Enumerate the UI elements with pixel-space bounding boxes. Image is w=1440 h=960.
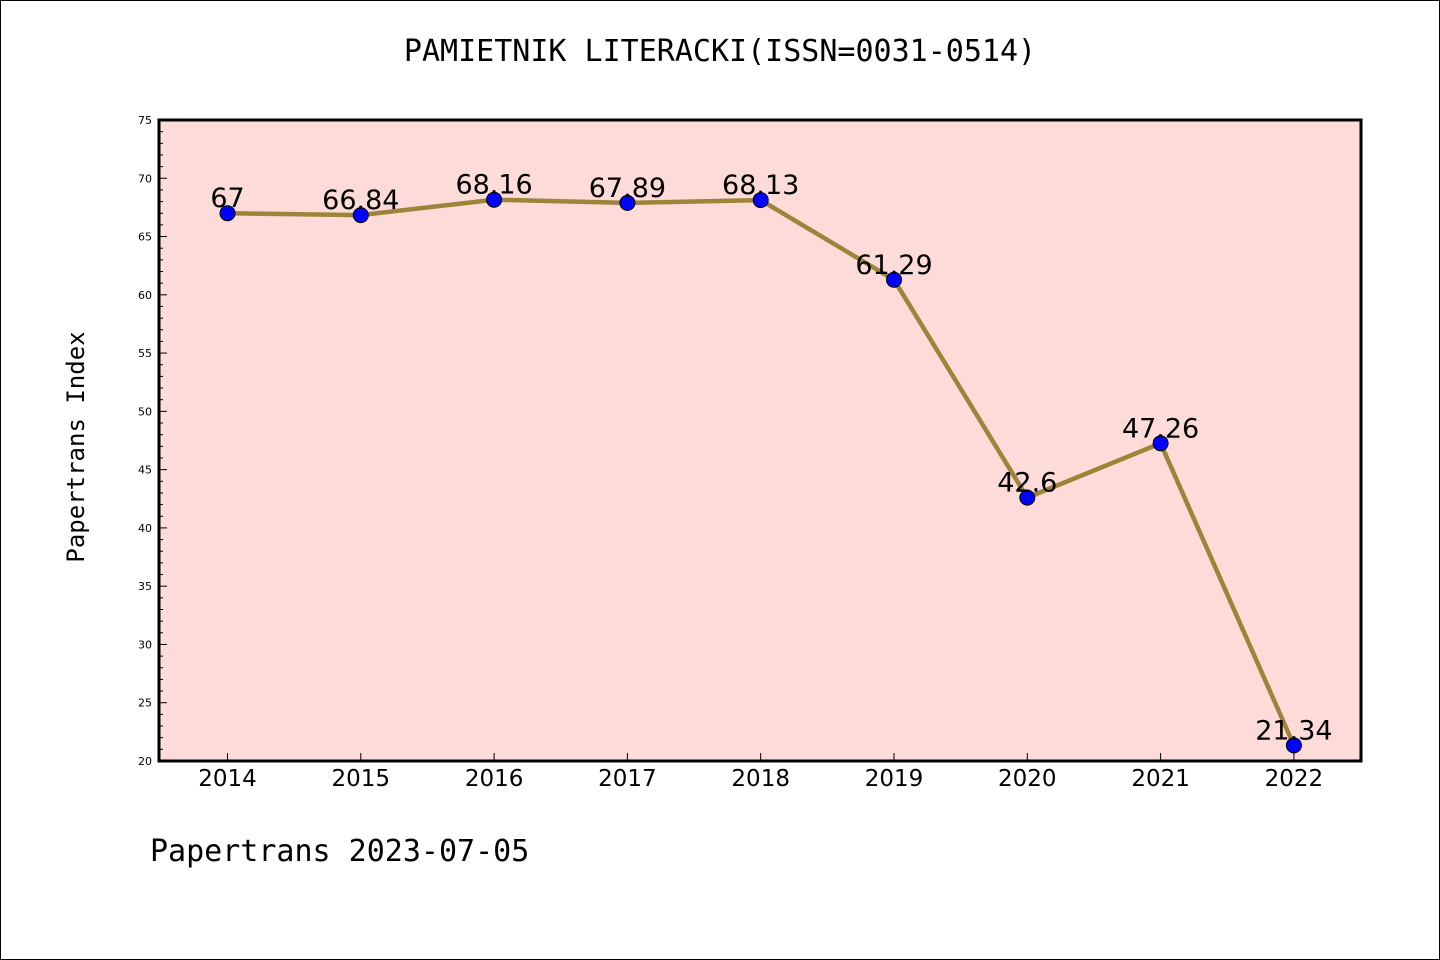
y-tick-label: 65 — [138, 231, 152, 244]
y-tick-label: 40 — [138, 522, 152, 535]
x-tick-label: 2021 — [1131, 766, 1190, 792]
y-tick-label: 60 — [138, 289, 152, 302]
data-label: 21.34 — [1255, 715, 1332, 746]
data-point — [1019, 489, 1036, 506]
data-label: 66.84 — [322, 185, 399, 216]
y-tick-label: 70 — [138, 172, 152, 185]
data-labels: 67 66.84 68.16 67.89 68.13 61.29 42.6 47.26 21.3… — [210, 170, 1332, 747]
y-tick-label: 45 — [138, 464, 152, 477]
data-points — [219, 191, 1302, 754]
y-tick-label: 25 — [138, 697, 152, 710]
chart-title: PAMIETNIK LITERACKI(ISSN=0031-0514) — [403, 34, 1037, 69]
data-label: 61.29 — [855, 250, 932, 281]
data-point — [486, 191, 503, 208]
x-tick-label: 2020 — [998, 766, 1057, 792]
data-label: 67 — [210, 183, 244, 214]
x-tick-label: 2016 — [465, 766, 524, 792]
y-tick-label: 55 — [138, 347, 152, 360]
x-tick-label: 2017 — [598, 766, 657, 792]
data-point — [352, 207, 369, 224]
y-tick-label: 75 — [138, 114, 152, 127]
data-label: 47.26 — [1122, 413, 1199, 444]
data-point — [752, 192, 769, 209]
data-point — [219, 205, 236, 222]
data-point — [886, 271, 902, 288]
data-label: 68.16 — [455, 170, 532, 201]
x-tick-label: 2019 — [865, 766, 924, 792]
x-tick-label: 2018 — [731, 766, 790, 792]
x-tick-label: 2014 — [198, 766, 257, 792]
data-label: 42.6 — [997, 468, 1057, 499]
y-tick-label: 35 — [138, 580, 152, 593]
y-tick-label: 30 — [138, 638, 152, 651]
axis-ticks: 20 25 30 35 40 45 50 55 60 65 70 75 2014 2015 2016 2017… — [138, 114, 1323, 792]
footer-caption: Papertrans 2023-07-05 — [150, 834, 530, 869]
data-label: 68.13 — [722, 170, 799, 201]
y-tick-label: 20 — [138, 755, 152, 768]
x-tick-label: 2022 — [1265, 766, 1324, 792]
data-point — [619, 194, 636, 211]
data-label: 67.89 — [589, 173, 666, 204]
data-point — [1285, 737, 1302, 754]
y-tick-label: 50 — [138, 405, 152, 418]
data-point — [1152, 435, 1169, 452]
x-tick-label: 2015 — [332, 766, 391, 792]
